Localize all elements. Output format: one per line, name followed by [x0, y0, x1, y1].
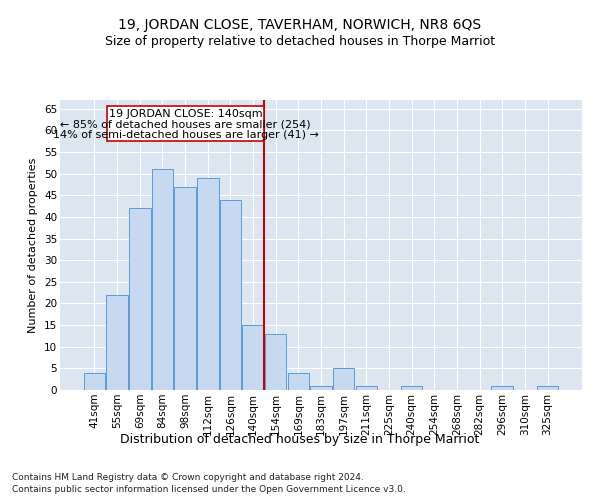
Bar [537, 386, 558, 390]
Bar [84, 372, 105, 390]
Bar [265, 334, 286, 390]
Bar [175, 186, 196, 390]
Bar [356, 386, 377, 390]
Bar [310, 386, 332, 390]
Bar [401, 386, 422, 390]
Bar [197, 178, 218, 390]
Bar [220, 200, 241, 390]
Bar [333, 368, 355, 390]
Text: 19, JORDAN CLOSE, TAVERHAM, NORWICH, NR8 6QS: 19, JORDAN CLOSE, TAVERHAM, NORWICH, NR8… [118, 18, 482, 32]
Bar [152, 170, 173, 390]
Text: Size of property relative to detached houses in Thorpe Marriot: Size of property relative to detached ho… [105, 35, 495, 48]
Bar [129, 208, 151, 390]
Text: 14% of semi-detached houses are larger (41) →: 14% of semi-detached houses are larger (… [53, 130, 319, 140]
Bar [287, 372, 309, 390]
Text: 19 JORDAN CLOSE: 140sqm: 19 JORDAN CLOSE: 140sqm [109, 110, 262, 120]
Text: ← 85% of detached houses are smaller (254): ← 85% of detached houses are smaller (25… [61, 120, 311, 130]
Text: Distribution of detached houses by size in Thorpe Marriot: Distribution of detached houses by size … [121, 432, 479, 446]
Bar [106, 295, 128, 390]
Text: Contains public sector information licensed under the Open Government Licence v3: Contains public sector information licen… [12, 485, 406, 494]
Bar [491, 386, 513, 390]
Text: Contains HM Land Registry data © Crown copyright and database right 2024.: Contains HM Land Registry data © Crown c… [12, 472, 364, 482]
FancyBboxPatch shape [107, 106, 265, 141]
Y-axis label: Number of detached properties: Number of detached properties [28, 158, 38, 332]
Bar [242, 325, 264, 390]
